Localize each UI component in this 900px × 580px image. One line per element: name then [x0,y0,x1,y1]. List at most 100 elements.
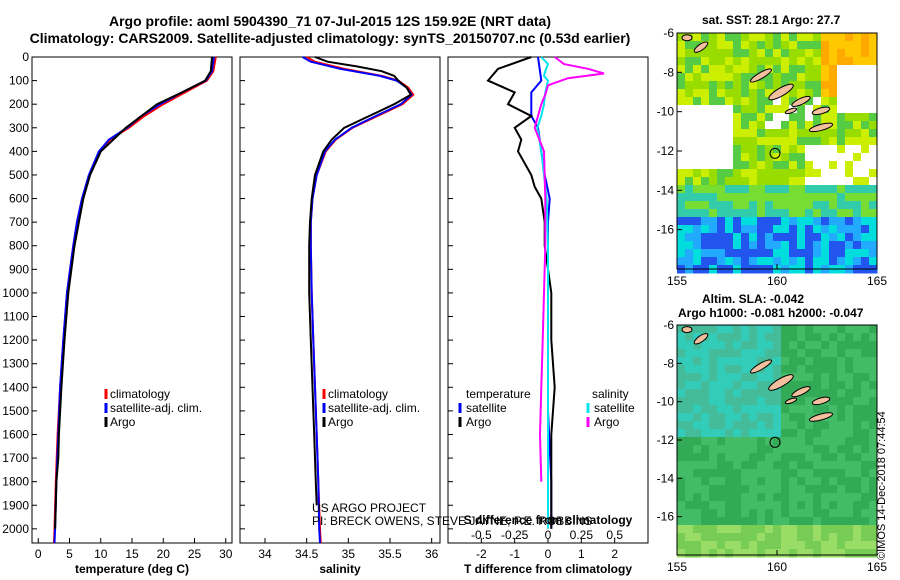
map-pixel [677,249,686,258]
map-pixel [797,517,806,526]
map-pixel [845,445,854,454]
map-pixel [709,525,718,534]
map-pixel [869,137,878,146]
x-tick-label: 20 [157,547,171,561]
map-pixel [773,225,782,234]
map-pixel [797,485,806,494]
map-pixel [765,333,774,342]
map-pixel [749,41,758,50]
map-pixel [861,49,870,58]
map-pixel [749,453,758,462]
map-pixel [837,65,846,74]
map-pixel [813,97,822,106]
map-pixel [845,405,854,414]
map-pixel [821,161,830,170]
map-pixel [717,445,726,454]
map-pixel [757,381,766,390]
map-pixel [757,97,766,106]
map-pixel [805,533,814,542]
map-pixel [781,469,790,478]
map-pixel [845,233,854,242]
map-pixel [685,469,694,478]
map-pixel [789,233,798,242]
map-pixel [837,517,846,526]
map-pixel [725,517,734,526]
map-pixel [829,509,838,518]
map-pixel [725,249,734,258]
map-pixel [829,549,838,558]
map-pixel [821,193,830,202]
map-pixel [741,437,750,446]
map-pixel [821,445,830,454]
map-pixel [845,397,854,406]
map-pixel [725,493,734,502]
map-pixel [709,137,718,146]
map-pixel [749,145,758,154]
sdiff-tick-label: -0.5 [471,528,492,542]
map-pixel [821,49,830,58]
map-pixel [685,145,694,154]
map-pixel [685,257,694,266]
map-pixel [837,477,846,486]
map-pixel [765,81,774,90]
map-pixel [805,325,814,334]
map-pixel [701,153,710,162]
map-pixel [781,185,790,194]
map-pixel [805,169,814,178]
map-pixel [813,349,822,358]
map-pixel [693,357,702,366]
map-pixel [781,421,790,430]
map-pixel [813,241,822,250]
map-pixel [693,533,702,542]
map-pixel [821,185,830,194]
map-pixel [853,413,862,422]
map-pixel [837,549,846,558]
map-pixel [845,257,854,266]
map-pixel [733,357,742,366]
lon-tick-label: 165 [867,274,887,288]
map-pixel [837,493,846,502]
map-pixel [749,389,758,398]
map-pixel [789,533,798,542]
map-pixel [789,453,798,462]
map-pixel [805,477,814,486]
series-line-satellite [536,56,550,529]
map-pixel [717,225,726,234]
map-pixel [725,453,734,462]
map-pixel [685,533,694,542]
map-pixel [813,257,822,266]
map-pixel [789,177,798,186]
map-pixel [845,57,854,66]
map-pixel [693,161,702,170]
map-pixel [717,549,726,558]
map-pixel [733,413,742,422]
map-pixel [853,461,862,470]
map-pixel [845,341,854,350]
map-pixel [757,437,766,446]
map-pixel [781,113,790,122]
map-pixel [813,145,822,154]
map-pixel [677,209,686,218]
map-pixel [701,129,710,138]
map-pixel [749,461,758,470]
map-pixel [869,193,878,202]
map-pixel [869,421,878,430]
map-pixel [693,461,702,470]
sdiff-axis-label: S difference from climatology [464,513,633,527]
map-pixel [845,421,854,430]
map-pixel [789,445,798,454]
map-pixel [741,97,750,106]
map-pixel [845,333,854,342]
map-pixel [773,357,782,366]
map-pixel [789,357,798,366]
map-pixel [845,437,854,446]
map-pixel [677,233,686,242]
map-pixel [741,137,750,146]
map-pixel [701,161,710,170]
map-pixel [677,517,686,526]
map-pixel [845,129,854,138]
map-pixel [677,257,686,266]
map-pixel [829,397,838,406]
map-pixel [829,485,838,494]
map-pixel [797,445,806,454]
